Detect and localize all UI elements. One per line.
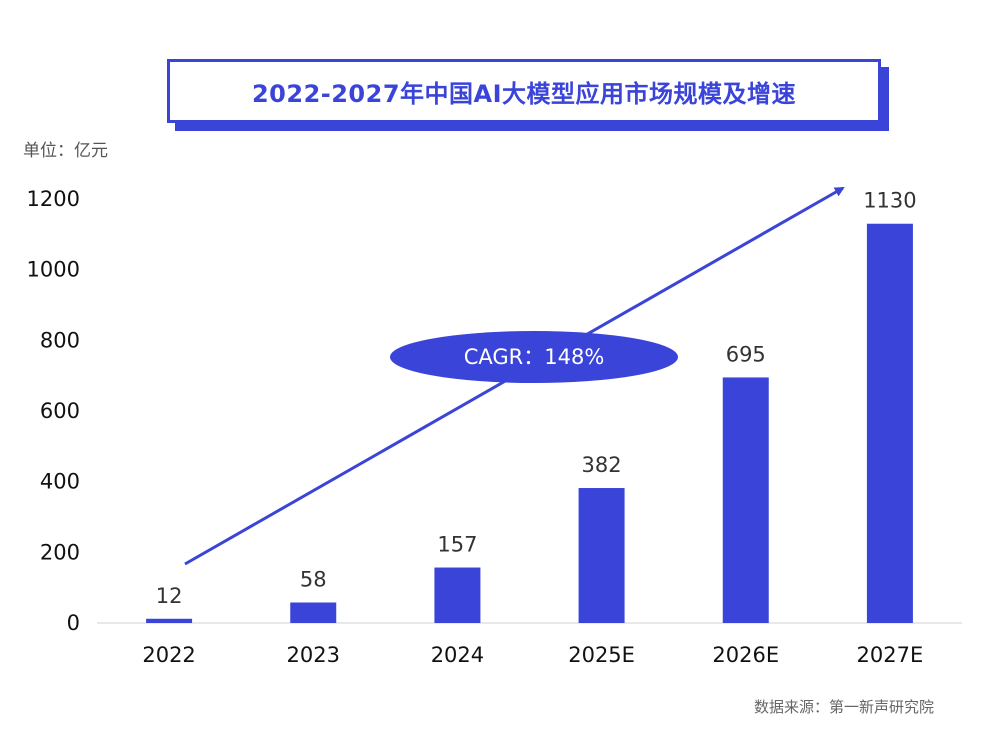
x-tick-label-2023: 2023 [287, 643, 340, 667]
cagr-ellipse [390, 331, 678, 383]
y-tick-label: 1000 [27, 258, 80, 282]
y-tick-label: 400 [40, 470, 80, 494]
x-tick-label-2027E: 2027E [857, 643, 924, 667]
value-label-2024: 157 [437, 533, 477, 557]
cagr-label: CAGR：148% [464, 345, 605, 369]
value-labels-group: 12 58 157 382 695 1130 [156, 189, 917, 608]
y-tick-label: 1200 [27, 187, 80, 211]
x-tick-label-2024: 2024 [431, 643, 484, 667]
value-label-2023: 58 [300, 568, 327, 592]
y-tick-label: 800 [40, 328, 80, 352]
unit-label: 单位：亿元 [23, 141, 108, 161]
y-tick-label: 600 [40, 399, 80, 423]
value-label-2026E: 695 [726, 342, 766, 366]
value-label-2022: 12 [156, 584, 183, 608]
x-tick-label-2025E: 2025E [568, 643, 635, 667]
title-box: 2022-2027年中国AI大模型应用市场规模及增速 [167, 59, 881, 123]
y-tick-label: 0 [67, 611, 80, 635]
bars-group [146, 223, 913, 623]
bar-2026E [722, 377, 769, 623]
bar-2024 [434, 567, 481, 623]
bar-2027E [866, 223, 913, 623]
bar-2022 [146, 618, 193, 623]
source-note: 数据来源：第一新声研究院 [753, 698, 934, 716]
value-label-2025E: 382 [582, 453, 622, 477]
bar-2023 [290, 602, 337, 623]
y-axis: 0 200 400 600 800 1000 1200 [27, 187, 80, 635]
value-label-2027E: 1130 [863, 189, 916, 213]
bar-2025E [578, 488, 625, 623]
y-tick-label: 200 [40, 540, 80, 564]
x-tick-label-2022: 2022 [142, 643, 195, 667]
chart-title: 2022-2027年中国AI大模型应用市场规模及增速 [251, 79, 797, 108]
x-tick-label-2026E: 2026E [712, 643, 779, 667]
x-axis: 2022 2023 2024 2025E 2026E 2027E [142, 643, 923, 667]
